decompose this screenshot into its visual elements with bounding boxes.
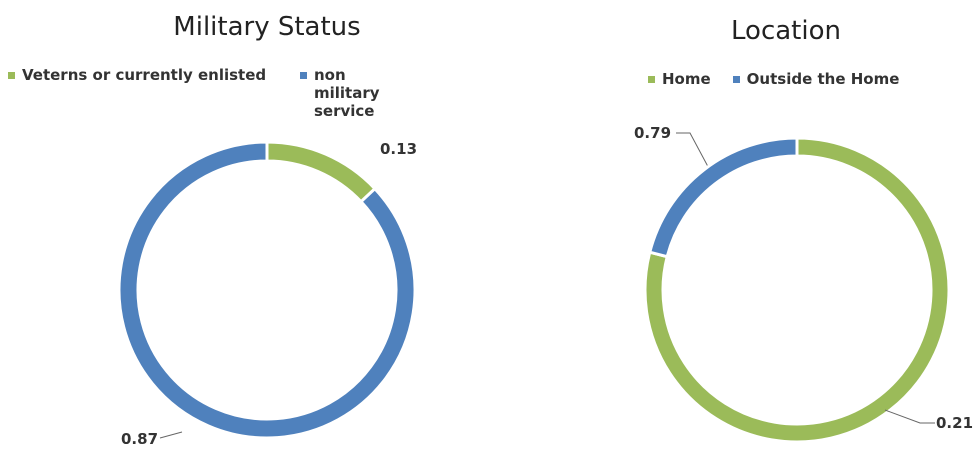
donut-segment (643, 136, 951, 444)
donut-segment (265, 140, 378, 204)
legend-item: Veterns or currently enlisted (8, 66, 278, 120)
legend-label: Outside the Home (746, 70, 900, 88)
legend-label: Veterns or currently enlisted (22, 66, 267, 84)
legend-label: non military service (314, 66, 380, 120)
legend-label: Home (662, 70, 711, 88)
legend-swatch (648, 76, 655, 83)
legend-item: Home (648, 70, 711, 88)
leader-line (676, 132, 714, 177)
leader-line (159, 431, 183, 439)
legend-item: non military service (300, 66, 410, 120)
donut-segment (117, 140, 417, 440)
donut-segment (647, 136, 799, 259)
chart-title: Location (731, 16, 841, 46)
data-label: 0.79 (634, 124, 672, 142)
legend-swatch (732, 76, 740, 83)
legend: Veterns or currently enlisted non militar… (8, 66, 432, 120)
data-label: 0.21 (936, 414, 974, 432)
legend: Home Outside the Home (648, 70, 921, 88)
data-label: 0.87 (121, 430, 159, 448)
leader-line (884, 409, 935, 424)
legend-swatch (300, 72, 307, 79)
legend-swatch (8, 72, 15, 79)
chart-title: Military Status (173, 12, 361, 42)
legend-item: Outside the Home (732, 70, 900, 88)
data-label: 0.13 (380, 140, 418, 158)
